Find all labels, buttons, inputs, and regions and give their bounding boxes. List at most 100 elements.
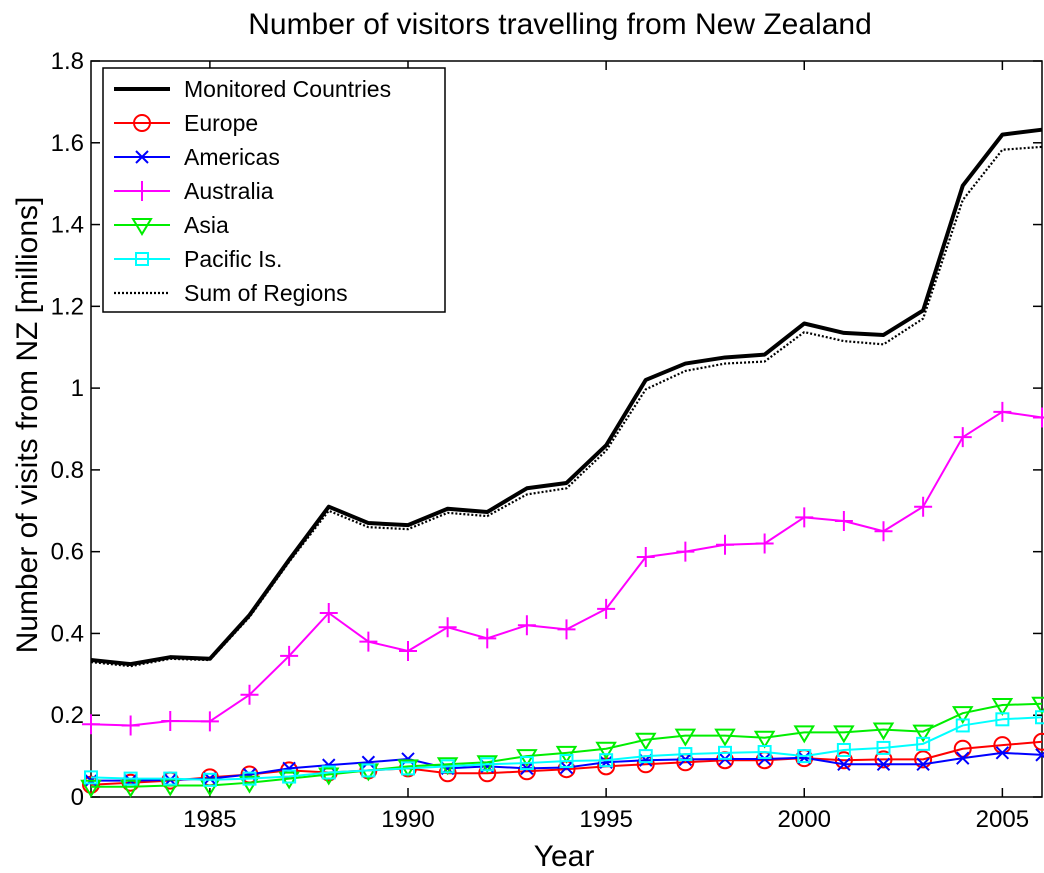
data-point [718, 745, 732, 760]
data-point [1035, 710, 1044, 725]
data-point [399, 641, 417, 662]
series-sum-of-regions [90, 145, 1043, 668]
data-point [280, 645, 299, 666]
legend-item: Asia [114, 212, 229, 238]
data-point [833, 725, 855, 744]
data-point [834, 751, 853, 770]
data-point [995, 712, 1010, 727]
data-point [597, 598, 616, 619]
data-point [1033, 732, 1044, 751]
data-point [282, 769, 297, 784]
data-point [953, 427, 972, 448]
legend-label: Asia [184, 212, 229, 238]
data-point [319, 603, 338, 623]
y-tick-label: 1.8 [51, 48, 84, 75]
chart-title: Number of visitors travelling from New Z… [248, 8, 872, 41]
data-point [240, 684, 259, 705]
data-point [161, 710, 180, 731]
legend: Monitored Countries Europe Americas Austral… [102, 67, 446, 313]
data-point [123, 771, 138, 786]
series-australia [82, 401, 1044, 736]
legend-marker [131, 218, 153, 236]
data-point [834, 511, 853, 531]
data-point [916, 736, 931, 751]
data-point [84, 770, 98, 785]
data-point [755, 533, 774, 554]
y-tick-label: 0.8 [51, 457, 84, 484]
legend-marker [135, 252, 149, 266]
legend-marker [133, 181, 151, 201]
legend-item: Pacific Is. [114, 246, 282, 272]
series-monitored-countries [90, 127, 1043, 667]
legend-label: Americas [184, 144, 280, 170]
data-point [914, 750, 933, 769]
data-point [119, 779, 142, 798]
data-point [401, 761, 415, 776]
legend-item: Americas [114, 144, 280, 170]
legend-marker [135, 150, 149, 164]
data-point [797, 749, 812, 764]
x-tick-label: 2000 [778, 806, 831, 833]
data-point [595, 741, 617, 760]
data-point [438, 617, 457, 638]
data-point [916, 757, 930, 771]
data-point [638, 749, 653, 764]
data-point [202, 772, 217, 787]
legend-item: Australia [114, 178, 274, 204]
data-point [200, 711, 219, 732]
x-tick-label: 1990 [381, 806, 434, 833]
data-point [559, 754, 574, 769]
data-point [361, 755, 376, 769]
data-point [242, 771, 257, 786]
series-layer [80, 127, 1044, 798]
data-point [80, 779, 102, 798]
data-point [636, 546, 655, 567]
data-point [956, 751, 970, 765]
data-point [557, 619, 576, 640]
data-point [163, 771, 178, 786]
data-point [599, 753, 614, 768]
data-point [674, 728, 697, 747]
data-point [874, 750, 893, 769]
data-point [121, 715, 140, 736]
y-tick-label: 0.2 [51, 702, 84, 729]
series-line [90, 410, 1043, 727]
data-point [795, 507, 814, 528]
data-point [876, 740, 891, 755]
data-point [440, 759, 455, 774]
data-point [714, 728, 736, 747]
data-point [361, 763, 376, 778]
data-point [678, 747, 693, 762]
data-point [82, 775, 100, 794]
data-point [753, 730, 776, 749]
data-point [1033, 407, 1044, 428]
data-point [872, 722, 895, 741]
x-axis-label: Year [534, 840, 595, 873]
data-point [359, 631, 378, 652]
data-point [912, 724, 934, 743]
data-point [991, 698, 1014, 716]
data-point [1031, 696, 1044, 715]
data-point [478, 628, 497, 649]
data-point [876, 757, 891, 771]
data-point [837, 757, 851, 771]
data-point [480, 757, 495, 772]
data-point [836, 742, 851, 757]
legend-label: Australia [184, 178, 274, 204]
y-tick-label: 0.4 [51, 620, 84, 647]
x-tick-label: 1985 [183, 806, 236, 833]
y-tick-label: 0 [71, 784, 84, 811]
data-point [993, 401, 1012, 422]
data-point [1035, 748, 1044, 762]
x-tick-label: 1995 [579, 806, 632, 833]
legend-label: Pacific Is. [184, 246, 282, 272]
legend-item: Europe [114, 110, 258, 136]
legend-item: Monitored Countries [114, 76, 391, 102]
data-point [914, 496, 933, 517]
series-pacific-is [84, 710, 1044, 787]
data-point [757, 745, 772, 760]
legend-label: Sum of Regions [184, 280, 348, 306]
data-point [676, 541, 695, 562]
data-point [317, 767, 340, 786]
